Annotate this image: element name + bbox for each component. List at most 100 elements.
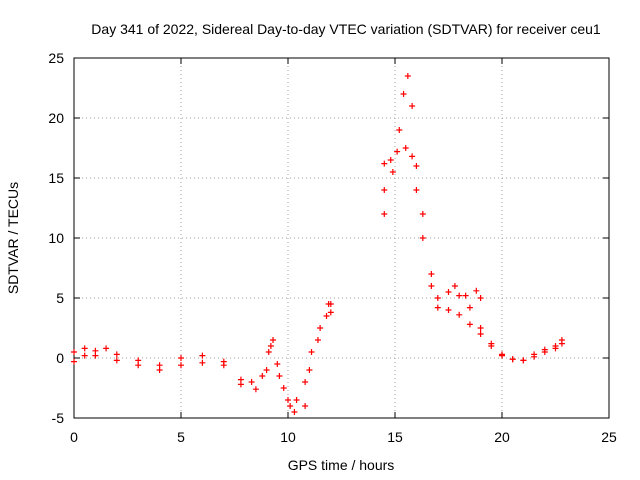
data-point: [327, 309, 334, 316]
data-point: [381, 160, 388, 167]
data-point: [477, 295, 484, 301]
data-series: [71, 309, 334, 415]
x-tick-label: 25: [601, 429, 617, 445]
data-point: [103, 345, 110, 352]
data-point: [456, 292, 463, 299]
data-point: [541, 346, 548, 353]
data-point: [520, 357, 527, 364]
data-point: [314, 337, 321, 343]
data-point: [409, 103, 416, 109]
data-point: [389, 169, 396, 175]
axis-ticks: 0 5 10 15 20 25 -5 0 5 10 15 20 25: [48, 50, 617, 445]
data-point: [387, 157, 394, 163]
data-point: [113, 357, 120, 364]
data-series: [381, 145, 565, 364]
data-point: [419, 235, 426, 241]
data-point: [265, 349, 272, 355]
data-point: [462, 292, 469, 299]
x-axis-label: GPS time / hours: [288, 457, 395, 473]
data-point: [473, 287, 480, 294]
data-point: [156, 367, 163, 373]
data-point: [267, 343, 274, 349]
data-point: [499, 351, 505, 358]
data-point: [456, 311, 463, 318]
data-point: [306, 367, 313, 373]
data-point: [400, 91, 407, 97]
y-tick-label: -5: [52, 410, 65, 426]
data-point: [434, 304, 441, 311]
data-point: [419, 211, 426, 217]
data-point: [428, 271, 435, 277]
data-point: [178, 355, 184, 361]
data-point: [71, 358, 77, 365]
data-point: [466, 321, 473, 328]
data-point: [280, 385, 287, 391]
y-tick-label: 15: [48, 170, 64, 186]
data-point: [451, 283, 458, 289]
y-tick-label: 0: [56, 350, 64, 366]
data-series: [71, 301, 334, 409]
data-point: [404, 73, 411, 79]
data-point: [248, 379, 255, 385]
data-point: [466, 304, 473, 311]
data-point: [199, 352, 206, 359]
data-point: [477, 331, 484, 337]
data-point: [434, 295, 441, 301]
data-point: [178, 362, 184, 369]
data-point: [531, 351, 538, 358]
y-tick-label: 5: [56, 290, 64, 306]
data-point: [396, 127, 403, 133]
data-point: [263, 367, 270, 373]
data-point: [381, 211, 388, 217]
data-point: [445, 289, 452, 295]
data-series: [381, 211, 484, 301]
data-point: [199, 359, 206, 366]
data-point: [237, 381, 244, 388]
data-point: [291, 409, 298, 415]
data-point: [477, 325, 484, 331]
data-point: [274, 361, 281, 367]
data-point: [413, 163, 420, 169]
y-axis-label: SDTVAR / TECUs: [5, 182, 21, 294]
data-point: [81, 352, 88, 359]
x-tick-label: 5: [177, 429, 185, 445]
y-tick-label: 25: [48, 50, 64, 66]
x-tick-label: 10: [280, 429, 296, 445]
data-point: [488, 340, 495, 347]
grid-lines: [74, 58, 609, 418]
data-points: [71, 73, 565, 415]
data-point: [81, 345, 88, 352]
data-point: [259, 373, 266, 379]
data-point: [220, 362, 227, 369]
data-point: [413, 187, 420, 193]
data-point: [113, 351, 120, 358]
data-point: [135, 362, 142, 369]
y-tick-label: 20: [48, 110, 64, 126]
data-point: [308, 349, 315, 355]
data-point: [302, 403, 309, 409]
data-point: [276, 373, 283, 379]
data-point: [285, 397, 291, 403]
data-point: [287, 403, 294, 409]
data-series: [381, 73, 565, 364]
data-point: [252, 386, 259, 393]
data-point: [394, 148, 401, 155]
data-point: [509, 356, 516, 363]
data-point: [558, 337, 565, 343]
data-point: [428, 283, 435, 289]
data-point: [445, 307, 452, 313]
data-point: [409, 153, 416, 160]
data-point: [327, 301, 334, 307]
data-point: [552, 343, 559, 349]
data-point: [71, 349, 77, 355]
x-tick-label: 20: [494, 429, 510, 445]
y-tick-label: 10: [48, 230, 64, 246]
x-tick-label: 15: [387, 429, 403, 445]
x-tick-label: 0: [70, 429, 78, 445]
data-point: [402, 145, 409, 151]
chart-title: Day 341 of 2022, Sidereal Day-to-day VTE…: [91, 21, 601, 37]
data-point: [92, 352, 99, 359]
data-point: [302, 379, 309, 385]
data-point: [293, 397, 300, 403]
